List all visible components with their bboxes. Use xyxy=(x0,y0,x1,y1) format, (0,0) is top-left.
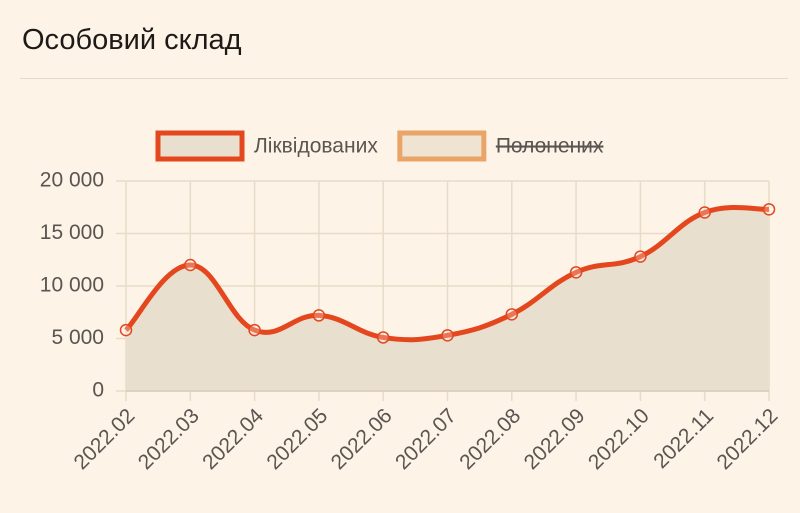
point xyxy=(505,308,519,321)
y-tick-label: 20 000 xyxy=(40,169,104,192)
x-tick-label: 2022.12 xyxy=(713,404,783,474)
x-tick-label: 2022.07 xyxy=(391,404,461,474)
y-tick-label: 5 000 xyxy=(51,326,104,349)
point xyxy=(762,203,776,216)
point xyxy=(569,266,583,279)
page-title: Особовий склад xyxy=(22,24,242,56)
x-tick-label: 2022.04 xyxy=(198,404,268,474)
point xyxy=(119,323,133,337)
legend-item[interactable]: Ліквідованих xyxy=(155,130,378,162)
y-tick-label: 0 xyxy=(92,379,104,402)
point xyxy=(248,323,261,337)
x-tick-label: 2022.08 xyxy=(455,404,525,474)
y-tick-label: 15 000 xyxy=(40,221,104,244)
line xyxy=(124,205,770,343)
separator xyxy=(20,78,788,79)
legend-swatch xyxy=(155,130,245,162)
y-tick-label: 10 000 xyxy=(40,274,104,297)
x-tick-label: 2022.09 xyxy=(520,404,590,474)
point xyxy=(441,329,454,342)
area xyxy=(126,207,769,391)
x-tick-label: 2022.02 xyxy=(70,404,140,474)
legend-label: Ліквідованих xyxy=(254,135,378,158)
x-tick-label: 2022.11 xyxy=(649,404,718,473)
legend-item[interactable]: Полонених xyxy=(397,130,604,162)
legend-swatch xyxy=(397,130,487,162)
legend-label: Полонених xyxy=(496,135,604,158)
x-tick-label: 2022.05 xyxy=(262,404,332,474)
point xyxy=(312,309,326,322)
x-tick-label: 2022.06 xyxy=(327,404,397,474)
point xyxy=(184,258,197,272)
point xyxy=(634,250,647,263)
point xyxy=(698,206,711,219)
point xyxy=(376,331,390,344)
x-tick-label: 2022.10 xyxy=(584,404,654,474)
x-tick-label: 2022.03 xyxy=(134,404,204,474)
